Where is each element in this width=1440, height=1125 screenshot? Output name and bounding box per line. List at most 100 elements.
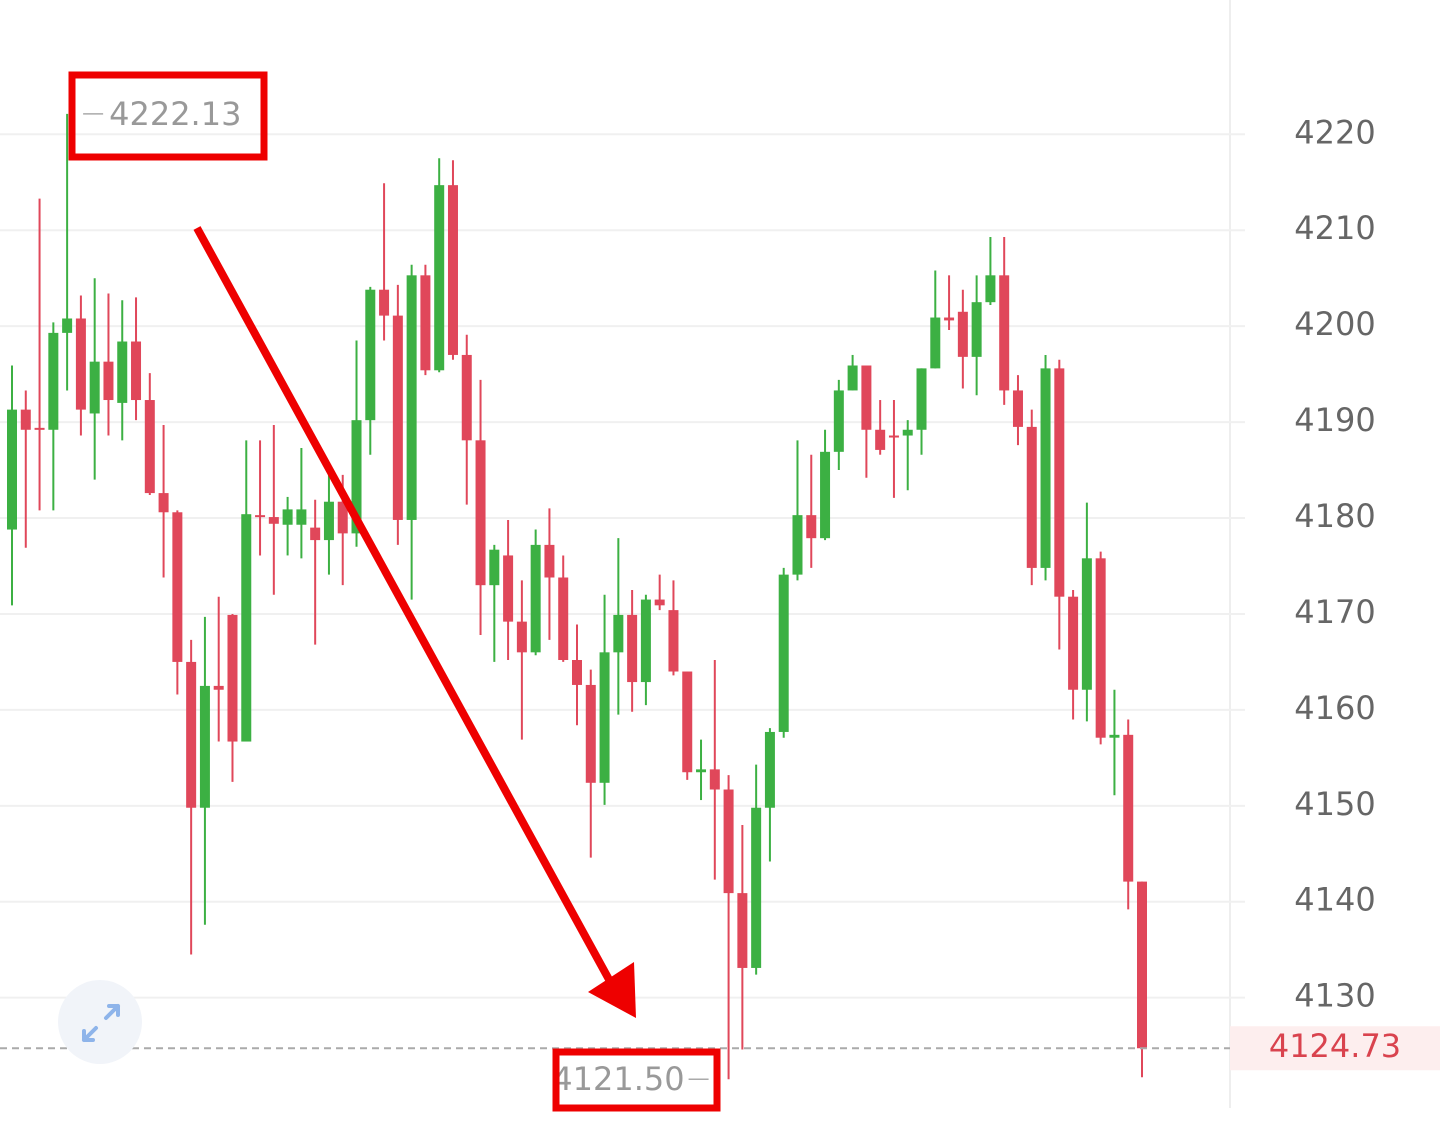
candle-body <box>158 493 169 513</box>
candle-body <box>888 435 899 438</box>
candle-body <box>875 429 886 450</box>
arrow-head <box>588 962 636 1018</box>
candle-body <box>434 185 445 371</box>
candle-body <box>1068 596 1079 690</box>
candle-body <box>1095 558 1106 738</box>
candle-body <box>640 599 651 683</box>
y-tick-label: 4130 <box>1294 977 1375 1015</box>
candle-body <box>1040 368 1051 568</box>
candle-body <box>985 275 996 303</box>
candle-body <box>186 661 197 808</box>
candle-body <box>1054 368 1065 597</box>
candle-body <box>723 789 734 894</box>
candle-body <box>268 517 279 524</box>
candle-body <box>475 440 486 586</box>
candle-body <box>847 365 858 391</box>
candle-body <box>255 515 266 518</box>
candle-body <box>1081 558 1092 690</box>
highlight-box <box>68 71 268 161</box>
candle-body <box>751 807 762 968</box>
candle-body <box>351 420 362 534</box>
y-tick-label: 4210 <box>1294 209 1375 247</box>
candle-body <box>737 893 748 968</box>
candle-body <box>516 621 527 653</box>
expand-button[interactable] <box>58 980 142 1064</box>
candle-body <box>585 684 596 783</box>
candle-body <box>902 429 913 436</box>
candle-body <box>7 409 17 530</box>
last-price-box <box>1230 1026 1440 1071</box>
candle-body <box>1137 881 1147 1049</box>
candle-body <box>337 501 348 534</box>
candle-body <box>461 354 472 441</box>
candle-body <box>365 289 376 421</box>
candle-body <box>957 311 968 357</box>
candle-body <box>117 341 128 403</box>
expand-icon <box>82 1004 120 1042</box>
candle-body <box>1026 426 1037 568</box>
candle-body <box>75 318 86 410</box>
candle-body <box>62 318 73 333</box>
annotation-arrow <box>193 226 616 987</box>
candle-body <box>323 501 334 541</box>
candle-body <box>282 509 293 525</box>
candle-body <box>1012 390 1023 427</box>
candle-body <box>420 275 431 371</box>
max-label: 4222.13 <box>109 95 241 133</box>
y-tick-label: 4200 <box>1294 305 1375 343</box>
candle-body <box>654 599 665 606</box>
candle-body <box>89 361 100 414</box>
candle-body <box>48 332 59 430</box>
y-tick-label: 4140 <box>1294 881 1375 919</box>
y-tick-label: 4180 <box>1294 497 1375 535</box>
candle-body <box>971 302 982 357</box>
candle-body <box>503 555 514 622</box>
candle-body <box>696 769 707 773</box>
candle-body <box>861 365 872 430</box>
candle-body <box>668 610 679 672</box>
candle-body <box>544 544 555 578</box>
y-tick-label: 4150 <box>1294 785 1375 823</box>
candle-body <box>406 275 417 520</box>
candle-body <box>1123 734 1134 882</box>
y-tick-label: 4220 <box>1294 113 1375 151</box>
highlight-box <box>552 1048 721 1112</box>
last-price-label: 4124.73 <box>1269 1027 1401 1065</box>
y-tick-label: 4170 <box>1294 593 1375 631</box>
candle-body <box>213 685 224 690</box>
plot-area: 4130 4140 4150 4160 4170 4180 4190 4200 4210 4220… <box>0 95 1440 1098</box>
candle-body <box>682 671 693 773</box>
candle-body <box>778 574 789 732</box>
candle-body <box>199 685 210 808</box>
candle-body <box>709 769 720 790</box>
candle-body <box>833 390 844 452</box>
min-label: 4121.50 <box>552 1060 684 1098</box>
candle-body <box>227 614 238 742</box>
candle-body <box>999 275 1010 391</box>
expand-circle <box>58 980 142 1064</box>
candle-body <box>144 400 155 494</box>
candle-body <box>103 361 114 401</box>
candle-body <box>310 527 321 541</box>
candle-body <box>296 509 307 525</box>
y-tick-label: 4190 <box>1294 401 1375 439</box>
candle-body <box>627 614 638 683</box>
candle-body <box>1109 734 1120 738</box>
candle-body <box>447 185 458 355</box>
candle-body <box>489 549 500 586</box>
candle-body <box>34 427 45 430</box>
candle-body <box>930 317 941 369</box>
candle-body <box>572 660 582 685</box>
candle-body <box>530 544 541 653</box>
candle-body <box>916 368 927 430</box>
candle-body <box>764 731 775 808</box>
candle-body <box>241 514 252 742</box>
candle-body <box>599 652 610 783</box>
candle-body <box>613 614 624 653</box>
candle-body <box>792 515 803 575</box>
candle-body <box>392 315 403 520</box>
candle-body <box>820 451 831 539</box>
candle-body <box>558 577 569 661</box>
candle-body <box>131 341 142 401</box>
